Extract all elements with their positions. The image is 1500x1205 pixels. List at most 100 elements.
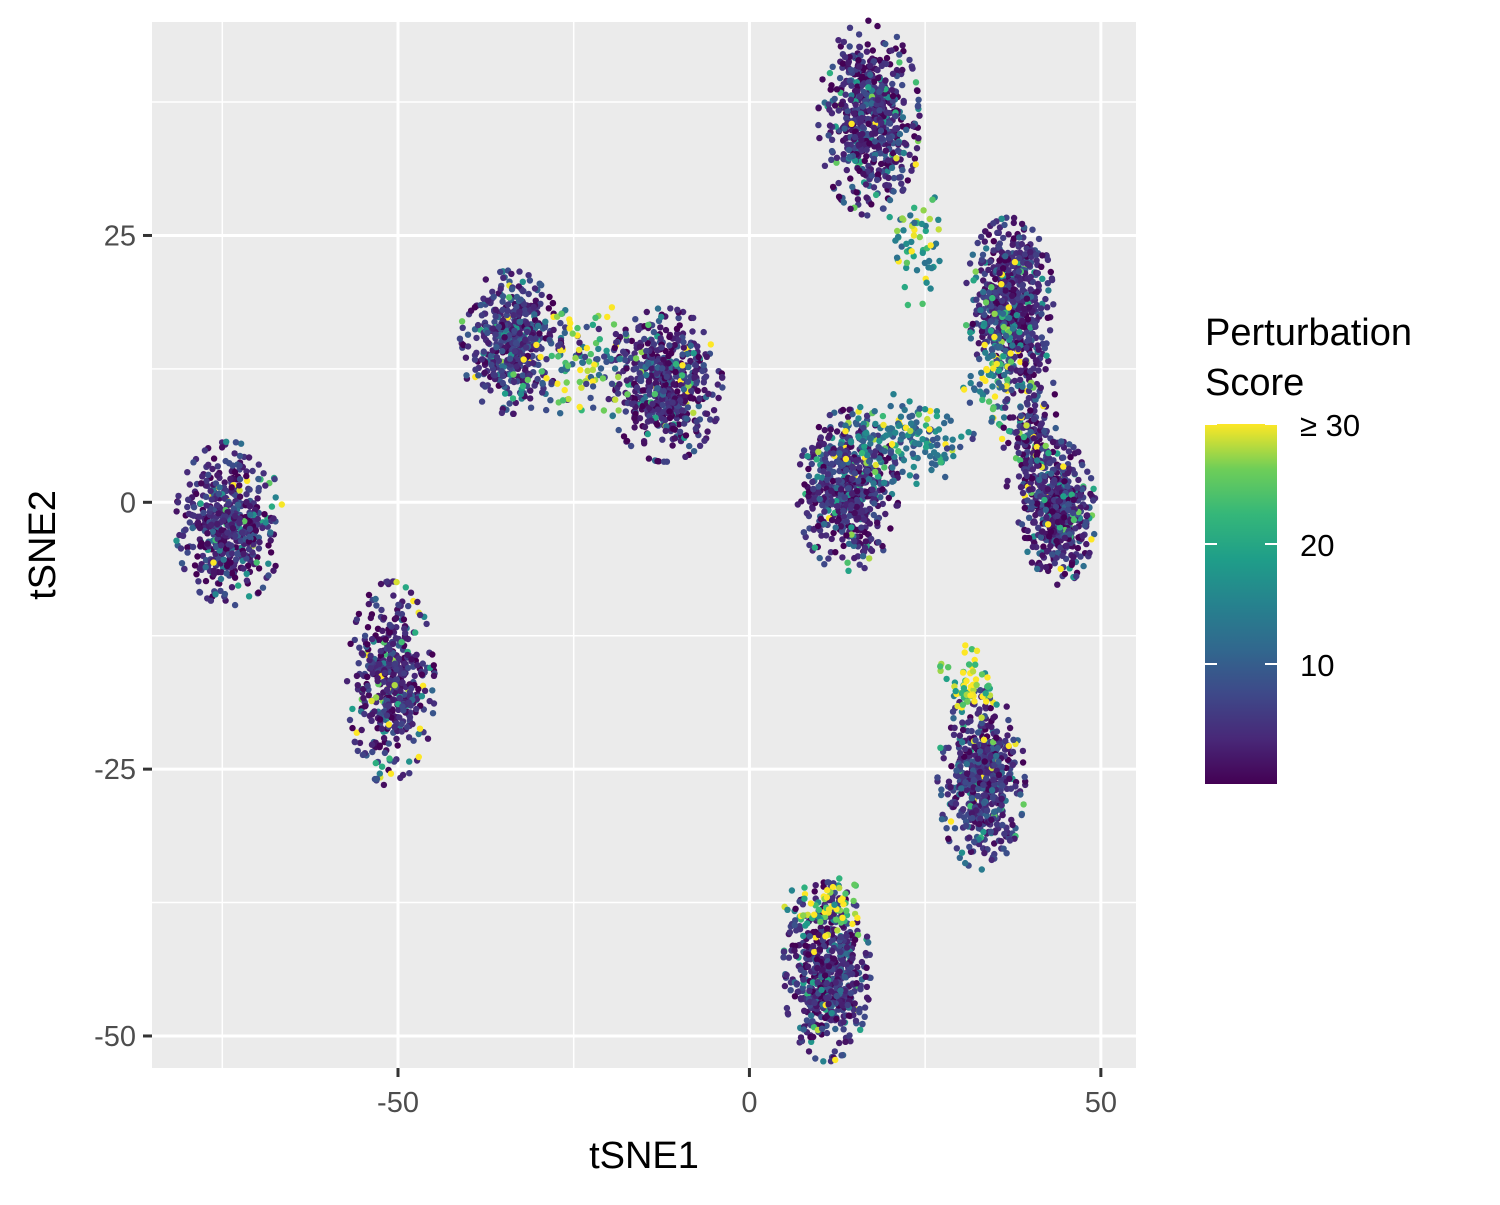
scatter-point	[1029, 227, 1035, 233]
scatter-point	[901, 140, 907, 146]
scatter-point	[1024, 497, 1030, 503]
scatter-point	[986, 398, 992, 404]
scatter-point	[1014, 312, 1020, 318]
scatter-point	[693, 362, 699, 368]
scatter-point	[855, 433, 861, 439]
scatter-point	[910, 451, 916, 457]
scatter-point	[915, 103, 921, 109]
scatter-point	[584, 324, 590, 330]
scatter-point	[216, 484, 222, 490]
scatter-point	[378, 607, 384, 613]
scatter-point	[1045, 315, 1051, 321]
scatter-point	[398, 639, 404, 645]
scatter-point	[523, 344, 529, 350]
scatter-point	[597, 336, 603, 342]
scatter-point	[374, 776, 380, 782]
scatter-point	[623, 331, 629, 337]
scatter-point	[1049, 277, 1055, 283]
scatter-point	[895, 502, 901, 508]
scatter-point	[481, 348, 487, 354]
scatter-point	[384, 687, 390, 693]
scatter-point	[845, 568, 851, 574]
scatter-point	[1054, 582, 1060, 588]
scatter-point	[485, 298, 491, 304]
scatter-point	[512, 348, 518, 354]
scatter-point	[864, 212, 870, 218]
scatter-point	[365, 624, 371, 630]
scatter-point	[689, 328, 695, 334]
scatter-point	[1031, 416, 1037, 422]
scatter-point	[539, 380, 545, 386]
scatter-point	[873, 192, 879, 198]
scatter-point	[687, 358, 693, 364]
scatter-point	[672, 369, 678, 375]
scatter-point	[526, 291, 532, 297]
scatter-point	[359, 650, 365, 656]
scatter-point	[927, 285, 933, 291]
scatter-point	[936, 258, 942, 264]
scatter-point	[911, 464, 917, 470]
scatter-point	[809, 505, 815, 511]
scatter-point	[875, 539, 881, 545]
scatter-point	[979, 397, 985, 403]
scatter-point	[871, 512, 877, 518]
scatter-point	[863, 194, 869, 200]
scatter-point	[903, 241, 909, 247]
scatter-point	[903, 127, 909, 133]
scatter-point	[1087, 491, 1093, 497]
scatter-point	[848, 67, 854, 73]
scatter-point	[243, 473, 249, 479]
scatter-point	[815, 449, 821, 455]
scatter-point	[1039, 252, 1045, 258]
scatter-point	[1079, 462, 1085, 468]
scatter-point	[980, 289, 986, 295]
scatter-point	[203, 494, 209, 500]
scatter-point	[565, 396, 571, 402]
scatter-point	[827, 70, 833, 76]
scatter-point	[911, 220, 917, 226]
scatter-point	[577, 379, 583, 385]
scatter-point	[479, 312, 485, 318]
scatter-point	[637, 415, 643, 421]
scatter-point	[857, 404, 863, 410]
scatter-point	[837, 75, 843, 81]
scatter-point	[615, 407, 621, 413]
scatter-point	[889, 165, 895, 171]
scatter-point	[419, 693, 425, 699]
scatter-point	[406, 758, 412, 764]
scatter-point	[1022, 361, 1028, 367]
scatter-point	[975, 240, 981, 246]
scatter-point	[1049, 508, 1055, 514]
scatter-point	[488, 362, 494, 368]
scatter-point	[465, 343, 471, 349]
scatter-point	[682, 454, 688, 460]
scatter-point	[649, 401, 655, 407]
scatter-point	[1048, 470, 1054, 476]
scatter-point	[1043, 353, 1049, 359]
scatter-point	[1043, 507, 1049, 513]
scatter-point	[866, 555, 872, 561]
scatter-point	[572, 355, 578, 361]
scatter-point	[500, 275, 506, 281]
scatter-point	[1005, 231, 1011, 237]
scatter-point	[914, 267, 920, 273]
scatter-point	[225, 500, 231, 506]
scatter-point	[1016, 450, 1022, 456]
scatter-point	[404, 652, 410, 658]
scatter-point	[1074, 485, 1080, 491]
scatter-point	[815, 105, 821, 111]
scatter-point	[895, 448, 901, 454]
scatter-point	[369, 742, 375, 748]
scatter-point	[944, 445, 950, 451]
scatter-point	[848, 97, 854, 103]
scatter-point	[475, 372, 481, 378]
scatter-point	[824, 477, 830, 483]
scatter-point	[1049, 551, 1055, 557]
scatter-point	[865, 41, 871, 47]
scatter-point	[928, 265, 934, 271]
scatter-point	[382, 750, 388, 756]
scatter-point	[498, 286, 504, 292]
scatter-point	[864, 468, 870, 474]
scatter-point	[1004, 396, 1010, 402]
scatter-point	[219, 444, 225, 450]
